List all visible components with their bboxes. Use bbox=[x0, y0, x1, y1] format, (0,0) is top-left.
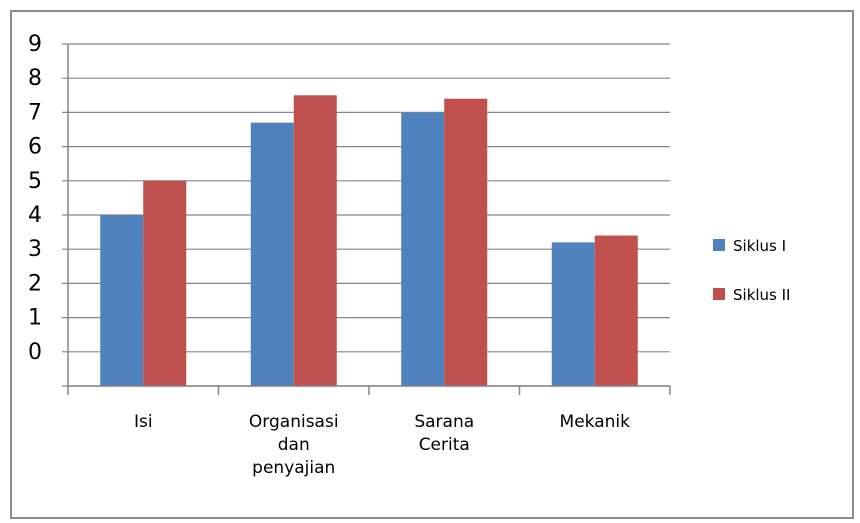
x-tick-label: Sarana Cerita bbox=[414, 412, 474, 455]
bar bbox=[143, 180, 187, 386]
axes bbox=[67, 44, 671, 395]
y-tick-label: 9 bbox=[28, 32, 42, 57]
y-tick-label: 6 bbox=[28, 135, 42, 160]
legend-label: Siklus II bbox=[733, 286, 790, 304]
y-tick-label: 0 bbox=[28, 340, 42, 365]
y-tick-label: 1 bbox=[28, 306, 42, 331]
legend-swatch bbox=[713, 239, 725, 251]
bars bbox=[100, 95, 638, 387]
x-tick-label: Mekanik bbox=[560, 412, 631, 432]
bar bbox=[594, 235, 638, 386]
bar bbox=[444, 98, 488, 386]
x-tick-labels: Isi Organisasi dan penyajian Sarana Cerita Mek… bbox=[134, 412, 630, 478]
bar bbox=[100, 215, 144, 386]
y-tick-label: 5 bbox=[28, 169, 42, 194]
legend-swatch bbox=[713, 288, 725, 300]
y-tick-label: 7 bbox=[28, 100, 42, 125]
y-tick-label: 8 bbox=[28, 66, 42, 91]
bar bbox=[293, 95, 337, 387]
legend-label: Siklus I bbox=[733, 237, 786, 255]
bar bbox=[551, 242, 595, 386]
x-tick-label: Isi bbox=[134, 412, 153, 432]
legend: Siklus I Siklus II bbox=[713, 237, 790, 304]
bar bbox=[401, 112, 445, 387]
x-tick-label: Organisasi dan penyajian bbox=[249, 412, 339, 478]
bar bbox=[250, 122, 294, 386]
y-tick-label: 3 bbox=[28, 237, 42, 262]
y-tick-labels: 9 8 7 6 5 4 3 2 1 0 bbox=[28, 32, 42, 365]
y-tick-label: 4 bbox=[28, 203, 42, 228]
y-tick-label: 2 bbox=[28, 271, 42, 296]
